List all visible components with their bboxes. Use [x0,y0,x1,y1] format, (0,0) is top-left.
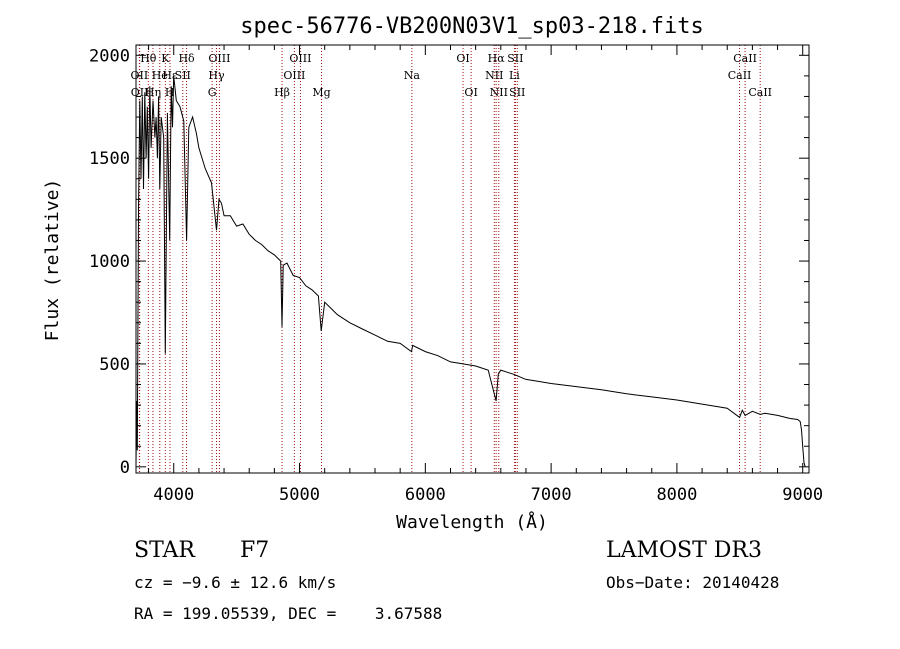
y-tick-label: 0 [120,458,130,478]
x-axis-label: Wavelength (Å) [396,511,548,533]
spectral-line-label: Hη [145,86,161,99]
spectral-line-label: Mg [312,86,330,99]
spectral-line-label: Hα [488,52,506,65]
object-class: STAR [134,538,195,563]
spectral-line-label: OIII [283,69,305,82]
x-tick-label: 9000 [782,485,823,505]
spectral-line-label: K [161,52,170,65]
object-subclass: F7 [240,538,270,563]
spectral-line-label: OI [456,52,469,65]
spectral-line-label: OIII [208,52,230,65]
y-tick-label: 500 [99,355,130,375]
spectral-line-label: Li [509,69,520,82]
y-tick-label: 1500 [89,149,130,169]
spectral-line-label: OIII [289,52,311,65]
spectral-line-label: Hγ [208,69,225,82]
y-axis-label: Flux (relative) [42,179,63,342]
spectral-line-label: OII [131,86,149,99]
spectrum-line [135,75,806,467]
spectral-line-label: Na [404,69,421,82]
ra-dec: RA = 199.05539, DEC = 3.67588 [134,604,443,623]
y-tick-label: 2000 [89,46,130,66]
spectral-line-label: He [152,69,168,82]
x-tick-label: 5000 [279,485,320,505]
spectral-line-label: NII [485,69,503,82]
chart-title: spec-56776-VB200N03V1_sp03-218.fits [240,14,704,39]
redshift-cz: cz = −9.6 ± 12.6 km/s [134,573,337,592]
x-tick-label: 7000 [531,485,572,505]
spectral-line-label: NII [490,86,508,99]
spectral-line-label: Hβ [274,86,290,99]
survey-name: LAMOST DR3 [606,538,762,563]
plot-frame [135,44,810,474]
x-tick-label: 8000 [656,485,697,505]
spectral-line-label: CaII [748,86,772,99]
spectral-line-label: Hδ [178,52,195,65]
obs-date: Obs−Date: 20140428 [606,573,780,592]
spectral-line-label: CaII [728,69,752,82]
spectral-line-label: SII [175,69,191,82]
spectral-line-label: OI [464,86,477,99]
y-tick-label: 1000 [89,252,130,272]
spectral-line-label: SII [507,52,523,65]
spectral-line-label: CaII [733,52,757,65]
spectral-line-label: G [208,86,217,99]
x-tick-label: 4000 [153,485,194,505]
spectral-line-label: Hθ [140,52,157,65]
spectral-line-label: SII [509,86,525,99]
spectral-line-label: H [165,86,175,99]
x-tick-label: 6000 [405,485,446,505]
